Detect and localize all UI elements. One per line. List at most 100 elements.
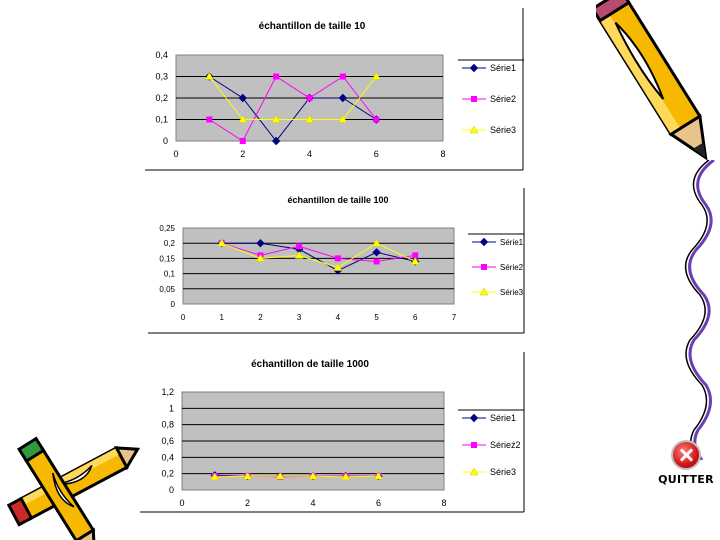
y-tick-label: 0,1 xyxy=(164,270,176,279)
legend-marker xyxy=(469,125,479,134)
data-point xyxy=(374,471,383,480)
data-point xyxy=(372,238,382,247)
x-tick-label: 2 xyxy=(245,498,250,508)
data-point xyxy=(412,252,419,259)
data-point xyxy=(271,136,281,146)
series-line xyxy=(221,242,416,272)
data-point xyxy=(308,471,318,480)
data-point xyxy=(305,114,314,123)
series-3 xyxy=(217,238,420,271)
data-point xyxy=(210,472,220,481)
x-tick-label: 4 xyxy=(336,313,341,322)
legend-entry: Série3 xyxy=(490,467,516,477)
chart-1: échantillon de taille 10 0 0,1 0,2 0,3 0,4 0 2 4… xyxy=(145,8,524,171)
x-tick-label: 0 xyxy=(181,313,186,322)
legend: Série1 Série2 Série3 xyxy=(468,233,524,297)
legend-entry: Série2 xyxy=(500,263,524,272)
y-tick-label: 1 xyxy=(169,403,174,413)
x-tick-label: 8 xyxy=(440,149,445,159)
data-point xyxy=(333,263,343,271)
legend: Série1 Sérieź2 Série3 xyxy=(458,409,524,477)
data-point xyxy=(373,116,380,123)
pencil-clipart xyxy=(596,0,708,161)
data-point xyxy=(256,238,265,248)
y-tick-label: 0,3 xyxy=(155,72,168,82)
data-point xyxy=(243,471,252,480)
legend-marker xyxy=(469,413,479,423)
y-tick-label: 0,1 xyxy=(155,115,168,125)
series-3 xyxy=(204,71,381,123)
legend-marker xyxy=(479,237,489,247)
series-line xyxy=(221,242,416,269)
data-point xyxy=(410,256,420,265)
y-tick-label: 0 xyxy=(163,136,168,146)
y-tick-label: 0 xyxy=(171,300,176,309)
y-tick-label: 1,2 xyxy=(161,387,174,397)
data-point xyxy=(371,71,381,80)
series-2 xyxy=(206,73,380,144)
y-tick-label: 0 xyxy=(169,485,174,495)
data-point xyxy=(204,71,214,80)
data-point xyxy=(238,93,247,103)
legend-entry: Série1 xyxy=(490,63,516,73)
data-point xyxy=(294,250,304,259)
data-point xyxy=(239,138,246,144)
x-tick-label: 1 xyxy=(219,313,224,322)
series-line xyxy=(209,75,377,142)
data-point xyxy=(338,93,348,103)
x-tick-label: 7 xyxy=(452,313,457,322)
data-point xyxy=(296,243,303,250)
y-tick-label: 0,8 xyxy=(161,420,174,430)
x-tick-label: 6 xyxy=(374,149,379,159)
quit-button[interactable]: QUITTER xyxy=(656,440,716,490)
data-point xyxy=(334,255,341,262)
legend-entry: Série1 xyxy=(490,413,516,423)
y-tick-label: 0,2 xyxy=(161,469,174,479)
y-tick-label: 0,2 xyxy=(155,93,168,103)
series-3 xyxy=(210,471,383,481)
data-point xyxy=(275,471,285,480)
legend-marker xyxy=(469,467,479,476)
data-point xyxy=(338,114,348,123)
data-point xyxy=(217,238,227,247)
y-tick-label: 0,25 xyxy=(159,224,175,233)
chart-title: échantillon de taille 1000 xyxy=(251,359,369,370)
legend-entry: Série3 xyxy=(490,125,516,135)
series-line xyxy=(221,242,416,262)
legend: Série1 Série2 Série3 xyxy=(458,59,524,135)
legend-marker xyxy=(481,264,487,270)
legend-marker xyxy=(471,96,477,102)
legend-marker xyxy=(469,63,479,73)
data-point xyxy=(339,73,346,80)
y-tick-label: 0,05 xyxy=(159,285,175,294)
x-tick-label: 2 xyxy=(258,313,263,322)
legend-entry: Série3 xyxy=(500,288,524,297)
x-tick-label: 6 xyxy=(413,313,418,322)
legend-entry: Série2 xyxy=(490,94,516,104)
x-tick-label: 3 xyxy=(297,313,302,322)
plot-area xyxy=(182,227,455,305)
close-icon xyxy=(671,440,701,470)
chart-3: échantillon de taille 1000 0 0,2 0,4 0,6 0,8 1… xyxy=(140,352,525,513)
x-tick-label: 4 xyxy=(307,149,312,159)
data-point xyxy=(206,116,213,123)
wavy-border-decoration xyxy=(684,160,715,460)
legend-marker xyxy=(471,442,477,448)
x-tick-label: 0 xyxy=(173,149,178,159)
legend-marker xyxy=(479,287,489,296)
x-tick-label: 0 xyxy=(179,498,184,508)
data-point xyxy=(306,95,313,101)
data-point xyxy=(373,258,380,265)
series-line xyxy=(214,475,379,478)
data-point xyxy=(255,253,265,262)
quit-button-label: QUITTER xyxy=(658,473,714,486)
x-tick-label: 8 xyxy=(441,498,446,508)
chart-title: échantillon de taille 100 xyxy=(287,195,388,205)
chart-title: échantillon de taille 10 xyxy=(259,21,366,32)
x-tick-label: 4 xyxy=(310,498,315,508)
data-point xyxy=(271,114,281,123)
data-point xyxy=(238,114,248,123)
y-tick-label: 0,15 xyxy=(159,254,175,263)
x-tick-label: 2 xyxy=(240,149,245,159)
